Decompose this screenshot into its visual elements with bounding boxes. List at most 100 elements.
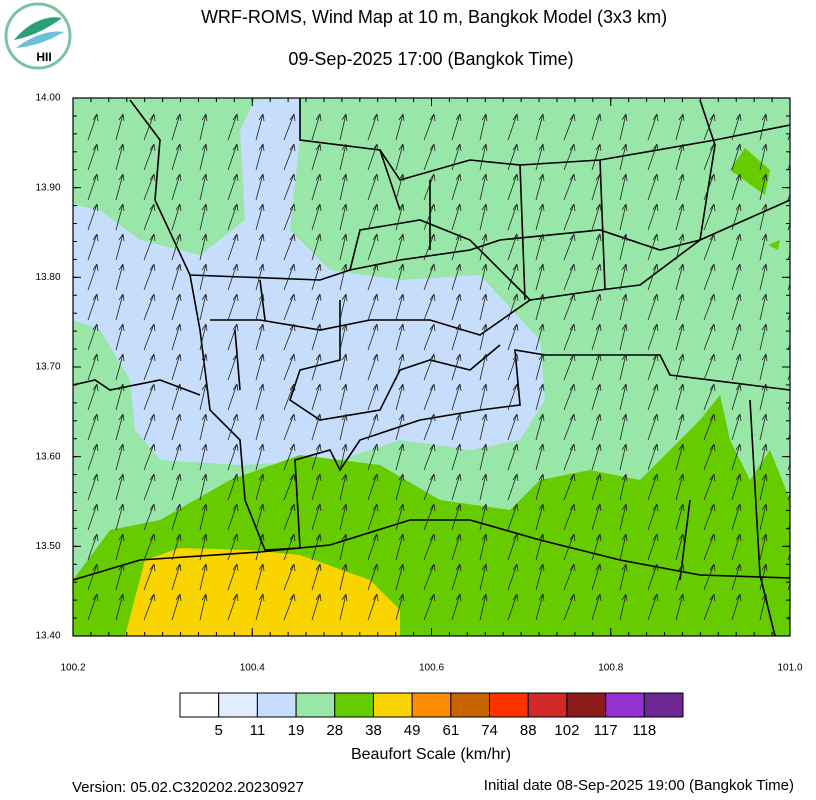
wind-arrow: [367, 233, 379, 261]
wind-arrow: [395, 143, 405, 171]
wind-arrow: [703, 353, 716, 381]
wind-arrow: [759, 473, 768, 501]
wind-arrow: [199, 413, 208, 441]
wind-arrow: [759, 203, 768, 231]
wind-arrow: [731, 323, 742, 351]
wind-arrow: [535, 383, 545, 411]
wind-arrow: [395, 353, 405, 381]
wind-arrow: [479, 443, 488, 471]
wind-arrow: [143, 473, 156, 501]
wind-arrow: [731, 143, 742, 171]
wind-arrow: [311, 443, 322, 471]
wind-arrow: [367, 113, 379, 141]
wind-arrow: [311, 143, 322, 171]
wind-arrow: [423, 353, 436, 381]
wind-arrow: [283, 473, 296, 501]
wind-arrow: [171, 203, 182, 231]
wind-arrow: [143, 443, 156, 471]
wind-arrow: [199, 563, 208, 591]
wind-arrow: [339, 353, 348, 381]
wind-arrow: [591, 413, 602, 441]
color-label: 5: [215, 722, 223, 739]
wind-arrow: [731, 353, 742, 381]
wind-arrow: [647, 203, 659, 231]
wind-arrow: [479, 233, 488, 261]
wind-arrow: [703, 233, 716, 261]
logo: HII: [4, 2, 72, 70]
wind-arrow: [563, 203, 576, 231]
wind-arrow: [115, 293, 125, 321]
lon-label: 100.6: [419, 663, 444, 674]
wind-arrow: [87, 233, 99, 261]
wind-arrow: [703, 383, 716, 411]
color-label: 19: [288, 722, 305, 739]
wind-arrow: [507, 443, 519, 471]
wind-arrow: [311, 113, 322, 141]
wind-arrow: [87, 353, 99, 381]
wind-arrow: [563, 293, 576, 321]
wind-arrow: [311, 173, 322, 201]
wind-arrow: [619, 353, 628, 381]
wind-arrow: [563, 113, 576, 141]
wind-arrow: [87, 473, 99, 501]
wind-arrow: [227, 353, 239, 381]
wind-arrow: [647, 233, 659, 261]
wind-arrow: [143, 203, 156, 231]
wind-arrow: [759, 113, 768, 141]
wind-arrow: [703, 593, 716, 621]
wind-arrow: [199, 113, 208, 141]
wind-arrow: [423, 113, 436, 141]
wind-arrow: [339, 473, 348, 501]
wind-arrow: [591, 293, 602, 321]
wind-arrow: [731, 233, 742, 261]
wind-arrow: [87, 173, 99, 201]
wind-arrow: [591, 563, 602, 591]
wind-arrow: [423, 503, 436, 531]
wind-arrow: [647, 383, 659, 411]
wind-arrow: [339, 293, 348, 321]
wind-arrow: [703, 323, 716, 351]
wind-arrow: [731, 383, 742, 411]
wind-arrow: [563, 143, 576, 171]
wind-arrow: [591, 503, 602, 531]
wind-arrow: [423, 293, 436, 321]
wind-arrow: [535, 143, 545, 171]
wind-arrow: [87, 263, 99, 291]
wind-arrow: [199, 353, 208, 381]
wind-arrow: [171, 383, 182, 411]
wind-arrow: [619, 473, 628, 501]
wind-arrow: [87, 113, 99, 141]
color-label: 28: [326, 722, 343, 739]
lat-label: 13.80: [35, 272, 60, 283]
wind-arrow: [675, 353, 685, 381]
wind-arrow: [227, 443, 239, 471]
wind-arrow: [731, 593, 742, 621]
wind-arrow: [535, 443, 545, 471]
wind-arrow: [703, 143, 716, 171]
wind-arrow: [311, 593, 322, 621]
color-label: 11: [250, 722, 266, 739]
wind-arrow: [115, 503, 125, 531]
wind-arrow: [563, 443, 576, 471]
wind-arrow: [367, 293, 379, 321]
wind-arrow: [367, 323, 379, 351]
wind-arrow: [283, 323, 296, 351]
wind-arrow: [143, 503, 156, 531]
wind-arrow: [619, 503, 628, 531]
wind-arrow: [115, 413, 125, 441]
wind-arrow: [339, 443, 348, 471]
wind-arrow: [619, 143, 628, 171]
wind-arrow: [759, 383, 768, 411]
wind-arrow: [703, 443, 716, 471]
wind-arrow: [227, 173, 239, 201]
wind-arrow: [507, 263, 519, 291]
wind-arrow: [339, 503, 348, 531]
wind-arrow: [507, 143, 519, 171]
wind-arrow: [255, 143, 265, 171]
wind-arrow: [451, 443, 462, 471]
wind-arrow: [675, 293, 685, 321]
wind-arrow: [647, 503, 659, 531]
wind-arrow: [87, 383, 99, 411]
wind-arrow: [675, 233, 685, 261]
wind-arrow: [395, 563, 405, 591]
